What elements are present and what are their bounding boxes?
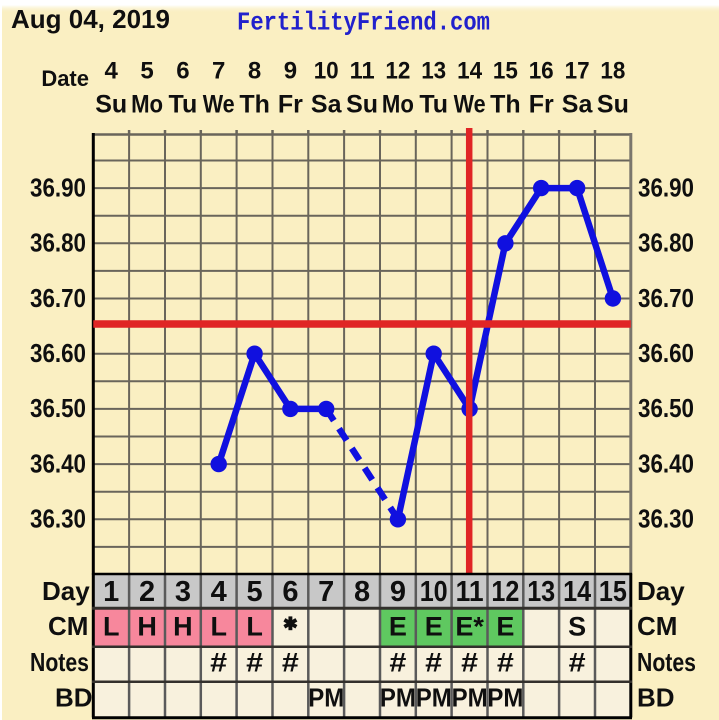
svg-text:PM: PM — [452, 683, 488, 713]
svg-text:Su: Su — [346, 91, 378, 119]
svg-text:PM: PM — [416, 683, 452, 713]
svg-text:E: E — [496, 611, 514, 641]
svg-text:14: 14 — [457, 58, 483, 85]
svg-text:1: 1 — [103, 576, 119, 608]
svg-text:E: E — [425, 611, 443, 641]
svg-text:36.70: 36.70 — [30, 283, 86, 313]
svg-text:17: 17 — [565, 58, 590, 85]
svg-text:CM: CM — [637, 611, 677, 641]
svg-text:CM: CM — [48, 611, 88, 641]
svg-text:36.50: 36.50 — [30, 393, 86, 423]
svg-text:Aug 04, 2019: Aug 04, 2019 — [11, 4, 170, 34]
svg-text:36.90: 36.90 — [638, 172, 694, 202]
svg-text:#: # — [461, 648, 478, 678]
svg-text:36.30: 36.30 — [30, 504, 86, 534]
svg-text:#: # — [210, 648, 227, 678]
svg-text:36.40: 36.40 — [30, 448, 86, 478]
svg-text:Th: Th — [490, 91, 521, 119]
svg-text:16: 16 — [529, 58, 554, 85]
svg-text:13: 13 — [421, 58, 446, 85]
svg-text:L: L — [210, 611, 227, 641]
svg-text:14: 14 — [563, 576, 591, 608]
svg-text:Day: Day — [637, 576, 685, 606]
svg-text:PM: PM — [487, 683, 523, 713]
svg-text:2: 2 — [139, 576, 155, 608]
svg-text:18: 18 — [600, 58, 625, 85]
svg-text:36.80: 36.80 — [30, 228, 86, 258]
svg-text:L: L — [103, 611, 120, 641]
svg-text:Sa: Sa — [311, 91, 343, 119]
svg-text:6: 6 — [176, 58, 189, 85]
svg-text:Su: Su — [95, 91, 127, 119]
svg-text:H: H — [137, 611, 157, 641]
svg-text:E*: E* — [455, 611, 484, 641]
svg-text:FertilityFriend.com: FertilityFriend.com — [237, 8, 490, 38]
svg-text:L: L — [246, 611, 263, 641]
svg-text:7: 7 — [318, 576, 334, 608]
svg-text:36.90: 36.90 — [30, 172, 86, 202]
svg-text:5: 5 — [247, 576, 263, 608]
svg-text:8: 8 — [354, 576, 370, 608]
svg-text:4: 4 — [105, 58, 119, 85]
svg-text:11: 11 — [456, 576, 484, 608]
svg-text:36.40: 36.40 — [638, 448, 694, 478]
svg-text:We: We — [454, 91, 486, 119]
svg-text:Fr: Fr — [278, 91, 303, 119]
svg-text:11: 11 — [350, 58, 375, 85]
svg-text:36.60: 36.60 — [30, 338, 86, 368]
svg-text:3: 3 — [175, 576, 191, 608]
svg-text:4: 4 — [211, 576, 227, 608]
svg-text:10: 10 — [420, 576, 448, 608]
svg-text:9: 9 — [284, 58, 297, 85]
svg-text:Date: Date — [41, 66, 89, 91]
svg-text:BD: BD — [55, 683, 93, 713]
svg-text:PM: PM — [308, 683, 344, 713]
svg-text:Fr: Fr — [529, 91, 554, 119]
svg-text:7: 7 — [212, 58, 225, 85]
svg-text:15: 15 — [599, 576, 627, 608]
svg-text:36.70: 36.70 — [638, 283, 694, 313]
svg-text:E: E — [389, 611, 407, 641]
svg-text:10: 10 — [314, 58, 339, 85]
svg-text:36.80: 36.80 — [638, 228, 694, 258]
svg-text:We: We — [203, 91, 235, 119]
svg-text:5: 5 — [140, 58, 153, 85]
svg-text:#: # — [246, 648, 263, 678]
svg-text:Mo: Mo — [382, 91, 414, 119]
svg-text:8: 8 — [248, 58, 261, 85]
svg-text:Notes: Notes — [637, 647, 696, 677]
svg-text:Notes: Notes — [30, 647, 89, 677]
svg-text:#: # — [389, 648, 406, 678]
svg-text:36.60: 36.60 — [638, 338, 694, 368]
svg-text:15: 15 — [493, 58, 518, 85]
svg-text:Su: Su — [597, 91, 629, 119]
svg-text:Tu: Tu — [169, 91, 198, 119]
svg-text:36.50: 36.50 — [638, 393, 694, 423]
svg-text:#: # — [282, 648, 299, 678]
svg-text:36.30: 36.30 — [638, 504, 694, 534]
svg-text:Th: Th — [239, 91, 270, 119]
svg-text:12: 12 — [385, 58, 410, 85]
svg-text:PM: PM — [380, 683, 416, 713]
svg-text:13: 13 — [527, 576, 555, 608]
svg-text:H: H — [173, 611, 193, 641]
svg-text:#: # — [425, 648, 442, 678]
svg-text:#: # — [569, 648, 586, 678]
svg-text:12: 12 — [491, 576, 519, 608]
svg-text:#: # — [497, 648, 514, 678]
svg-text:6: 6 — [282, 576, 298, 608]
svg-text:Sa: Sa — [562, 91, 594, 119]
svg-text:BD: BD — [637, 683, 675, 713]
svg-text:9: 9 — [390, 576, 406, 608]
svg-text:Tu: Tu — [419, 91, 448, 119]
svg-text:Day: Day — [42, 576, 90, 606]
svg-text:Mo: Mo — [131, 91, 163, 119]
svg-text:S: S — [568, 611, 586, 641]
